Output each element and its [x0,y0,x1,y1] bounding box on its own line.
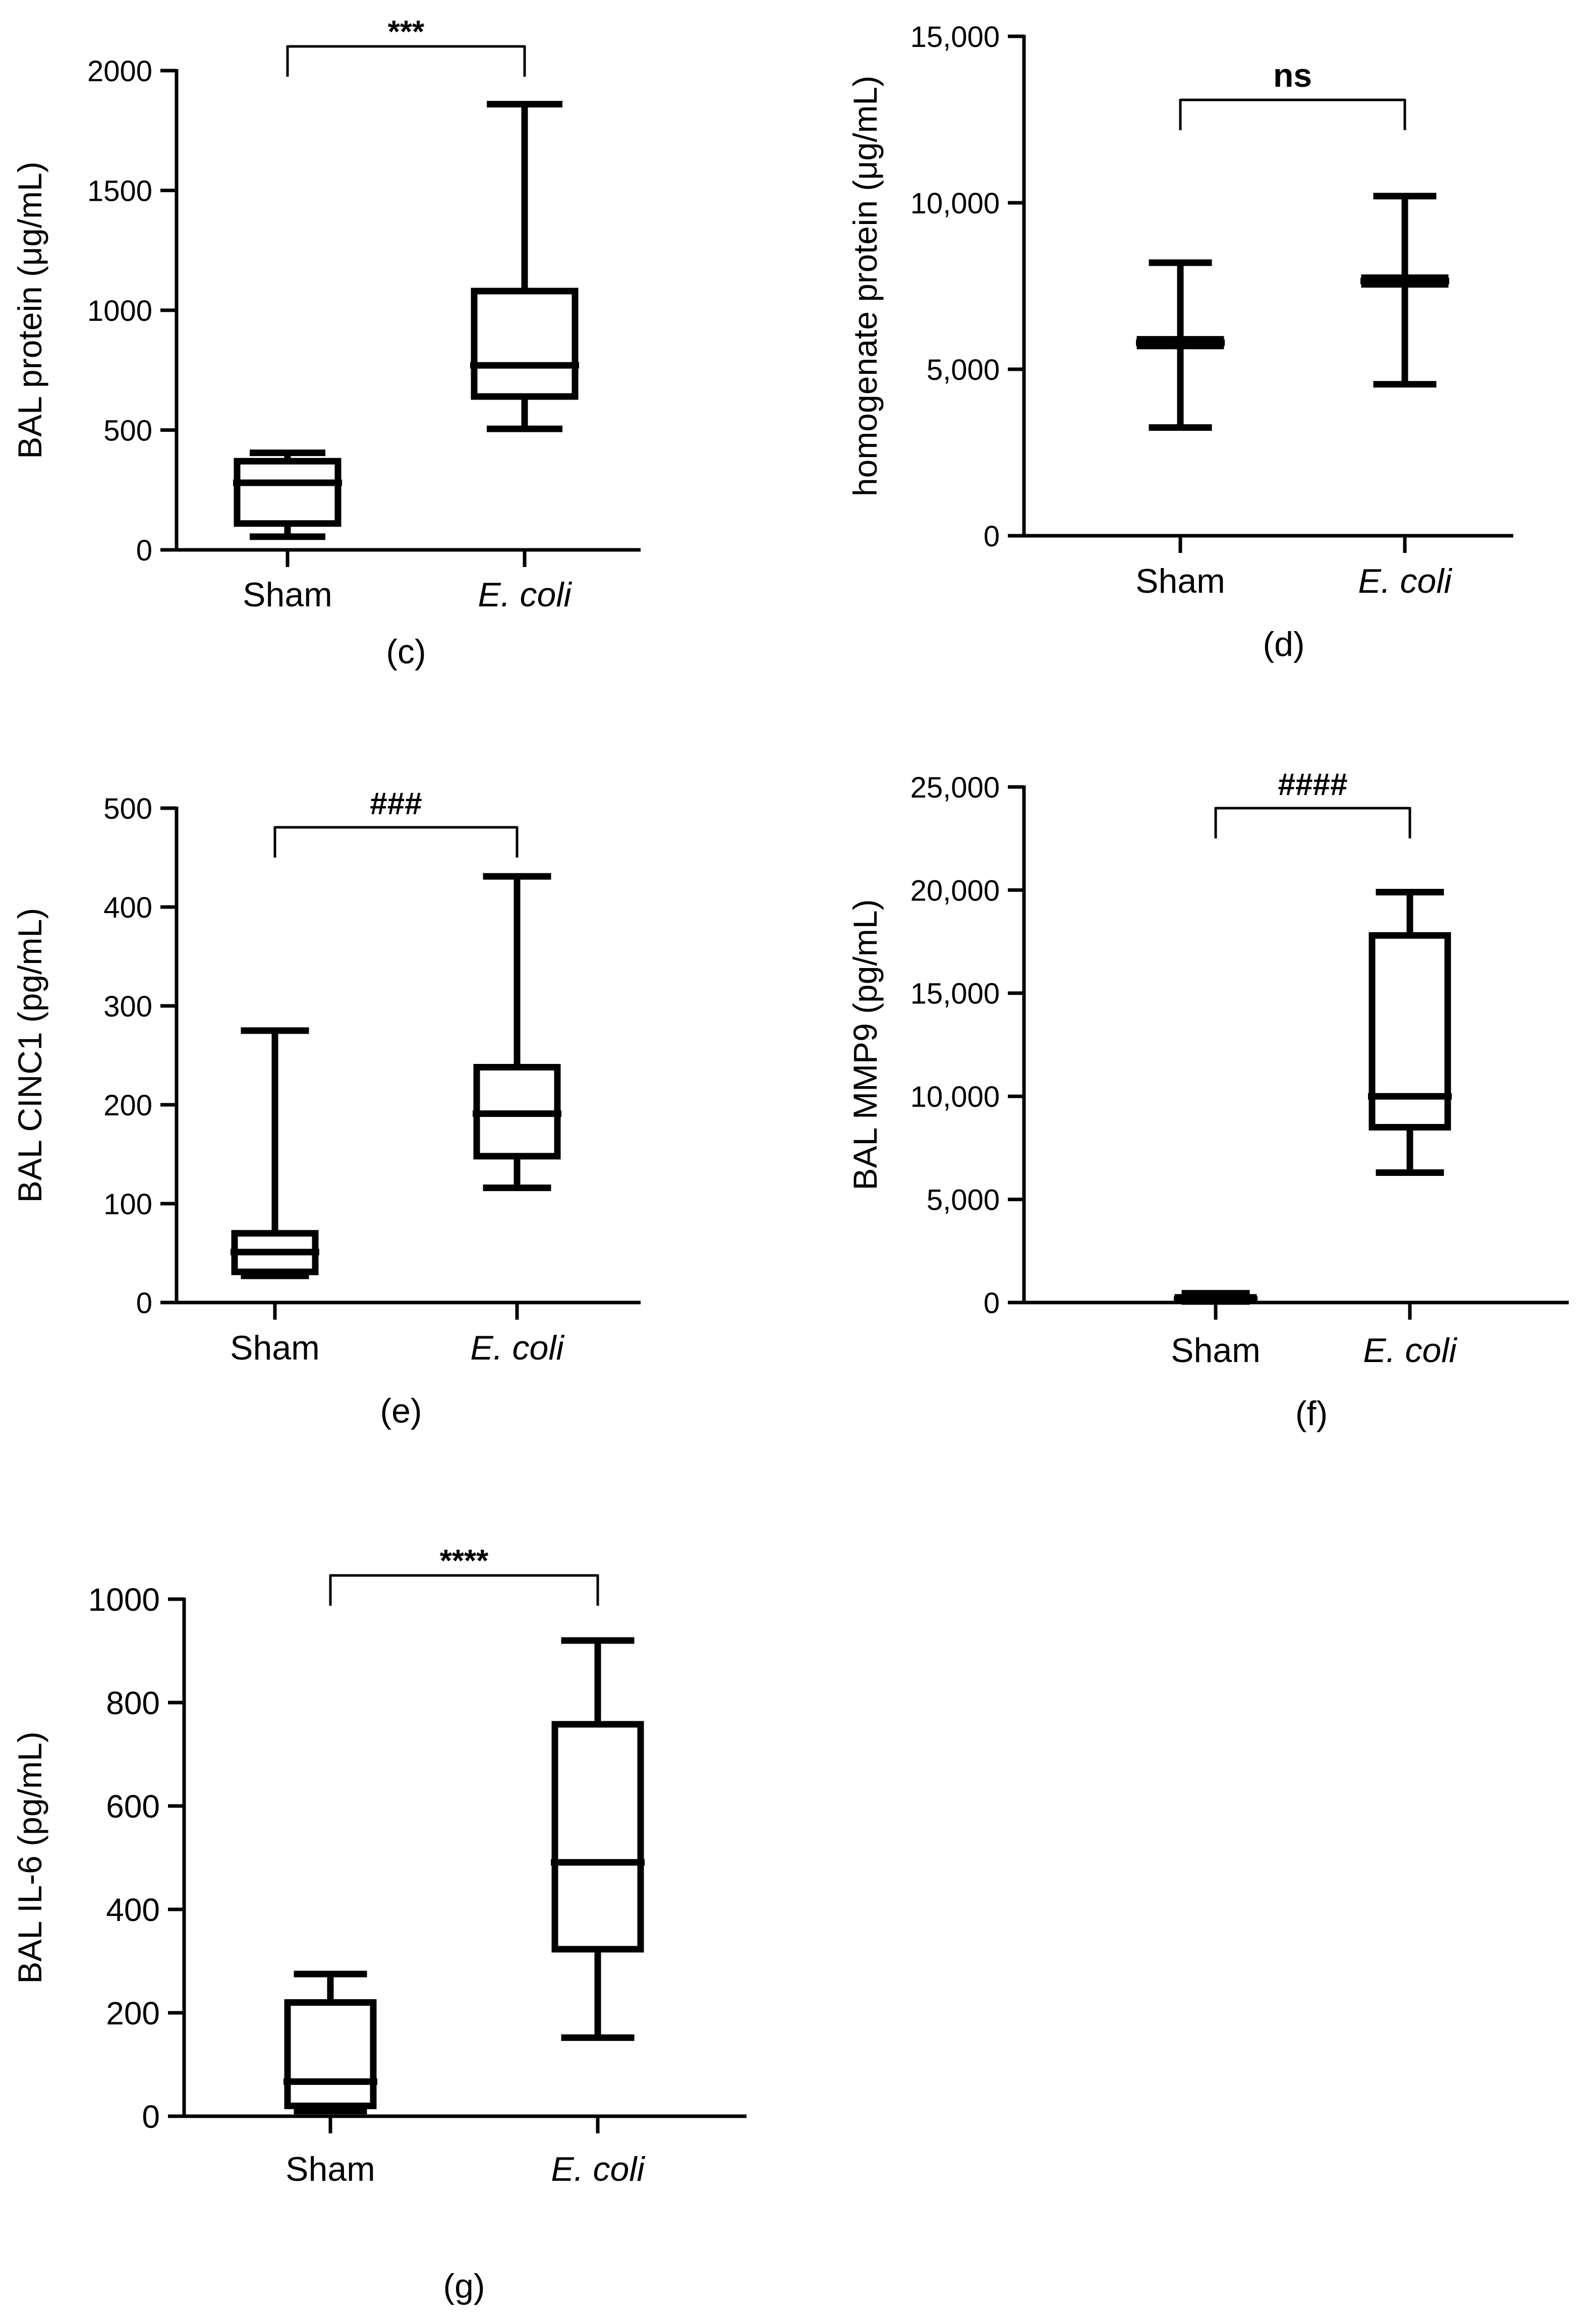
y-axis-title: BAL MMP9 (pg/mL) [846,899,884,1190]
x-tick-label: Sham [1135,562,1225,600]
y-tick-label: 0 [136,1287,152,1320]
y-tick-label: 100 [103,1188,152,1221]
panel-label: (f) [1295,1394,1328,1433]
chart-panel: 0 200 400 600 800 1000 BAL IL-6 (pg/mL) Sham E. … [11,1544,747,2305]
x-tick-label: E. coli [551,2150,645,2188]
significance-label: #### [1278,767,1348,802]
y-tick-label: 0 [984,1287,1000,1320]
iqr-box [1369,932,1451,1131]
iqr-box [471,288,579,400]
y-tick-label: 0 [984,520,1000,553]
y-tick-label: 400 [106,1892,160,1928]
y-tick-label: 1000 [88,1581,160,1618]
y-tick-label: 400 [103,891,152,924]
y-tick-label: 200 [103,1089,152,1122]
chart-panel: 0 5,000 10,000 15,000 20,000 25,000 BAL MMP9 (… [846,767,1569,1433]
y-tick-label: 5,000 [927,354,1000,386]
chart-panel: 0 500 1000 1500 2000 BAL protein (μg/mL) Sham E… [11,15,641,671]
y-tick-label: 5,000 [927,1183,1000,1216]
y-tick-label: 500 [103,414,152,447]
significance-label: ns [1273,56,1312,94]
y-tick-label: 600 [106,1788,160,1825]
significance-label: ### [370,786,422,821]
y-tick-label: 10,000 [910,1081,1000,1113]
iqr-box [284,1999,377,2109]
x-tick-label: E. coli [1358,562,1452,600]
y-axis-title: homogenate protein (μg/mL) [846,76,884,496]
x-tick-label: Sham [1171,1331,1261,1370]
panel-label: (g) [443,2267,485,2305]
x-tick-label: E. coli [470,1329,564,1367]
y-axis-title: BAL IL-6 (pg/mL) [11,1731,48,1984]
y-axis-title: BAL CINC1 (pg/mL) [11,908,48,1203]
panel-label: (e) [380,1392,422,1430]
y-tick-label: 15,000 [910,978,1000,1010]
y-tick-label: 2000 [87,55,152,88]
y-tick-label: 1500 [87,175,152,207]
chart-panel: 0 5,000 10,000 15,000 homogenate protein (μg… [846,21,1513,663]
iqr-box [234,458,341,527]
iqr-box [551,1721,644,1953]
y-tick-label: 0 [136,534,152,567]
x-tick-label: Sham [286,2150,375,2188]
y-tick-label: 800 [106,1685,160,1721]
x-tick-label: Sham [230,1329,320,1367]
y-tick-label: 0 [142,2099,160,2135]
y-tick-label: 10,000 [910,187,1000,220]
y-tick-label: 25,000 [910,771,1000,804]
panel-label: (d) [1263,625,1304,663]
y-tick-label: 500 [103,793,152,825]
significance-label: *** [388,15,425,49]
y-tick-label: 1000 [87,295,152,327]
x-tick-label: E. coli [478,576,572,614]
chart-panel: 0 100 200 300 400 500 BAL CINC1 (pg/mL) Sham E. … [11,786,641,1430]
y-tick-label: 300 [103,990,152,1023]
y-tick-label: 200 [106,1995,160,2031]
y-axis-title: BAL protein (μg/mL) [11,161,48,459]
panel-label: (c) [386,633,426,671]
y-tick-label: 15,000 [910,21,1000,53]
y-tick-label: 20,000 [910,874,1000,907]
significance-label: **** [440,1544,489,1578]
x-tick-label: E. coli [1363,1331,1457,1370]
x-tick-label: Sham [243,576,332,614]
